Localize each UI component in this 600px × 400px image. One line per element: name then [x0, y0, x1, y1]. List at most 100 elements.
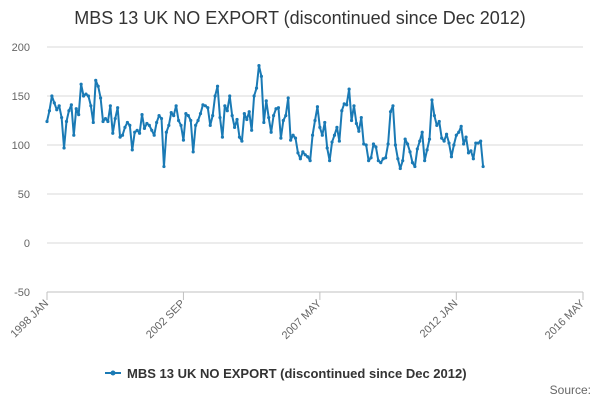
data-point[interactable]: [211, 114, 215, 118]
data-point[interactable]: [167, 123, 171, 127]
data-point[interactable]: [469, 149, 473, 153]
data-point[interactable]: [481, 164, 485, 169]
data-point[interactable]: [308, 159, 312, 163]
data-point[interactable]: [179, 123, 183, 127]
data-point[interactable]: [125, 120, 129, 125]
data-point[interactable]: [286, 96, 290, 100]
data-point[interactable]: [169, 111, 173, 115]
data-point[interactable]: [403, 137, 407, 141]
data-point[interactable]: [116, 106, 120, 110]
data-point[interactable]: [240, 139, 244, 143]
data-point[interactable]: [296, 151, 300, 155]
data-point[interactable]: [376, 159, 380, 163]
data-point[interactable]: [459, 124, 463, 128]
data-point[interactable]: [349, 118, 354, 123]
data-point[interactable]: [279, 136, 283, 140]
data-point[interactable]: [298, 157, 302, 161]
data-point[interactable]: [137, 131, 142, 135]
data-point[interactable]: [155, 120, 159, 125]
data-point[interactable]: [440, 136, 444, 140]
data-point[interactable]: [303, 153, 307, 157]
data-point[interactable]: [184, 112, 188, 116]
data-point[interactable]: [111, 131, 115, 135]
data-point[interactable]: [189, 118, 193, 123]
series-line[interactable]: [46, 64, 485, 170]
data-point[interactable]: [425, 148, 429, 152]
data-point[interactable]: [133, 130, 137, 134]
data-point[interactable]: [215, 84, 220, 88]
data-point[interactable]: [466, 151, 471, 155]
data-point[interactable]: [415, 147, 419, 151]
data-point[interactable]: [245, 117, 249, 122]
data-point[interactable]: [474, 141, 478, 145]
data-point[interactable]: [172, 114, 176, 118]
data-point[interactable]: [313, 118, 317, 123]
data-point[interactable]: [47, 109, 52, 113]
data-point[interactable]: [186, 114, 190, 118]
data-point[interactable]: [476, 141, 480, 145]
data-point[interactable]: [454, 133, 458, 137]
data-point[interactable]: [325, 146, 329, 150]
data-point[interactable]: [247, 110, 251, 114]
data-point[interactable]: [235, 117, 239, 122]
data-point[interactable]: [62, 146, 66, 150]
data-point[interactable]: [408, 150, 412, 154]
data-point[interactable]: [471, 157, 475, 161]
data-point[interactable]: [152, 133, 156, 137]
data-point[interactable]: [140, 113, 144, 117]
data-point[interactable]: [237, 135, 242, 139]
data-point[interactable]: [435, 123, 439, 127]
data-point[interactable]: [55, 108, 59, 112]
data-point[interactable]: [72, 133, 76, 137]
data-point[interactable]: [423, 159, 427, 163]
data-point[interactable]: [342, 102, 346, 106]
data-point[interactable]: [208, 123, 212, 127]
data-point[interactable]: [367, 159, 371, 163]
data-point[interactable]: [57, 104, 61, 108]
data-point[interactable]: [340, 109, 344, 113]
data-point[interactable]: [203, 104, 207, 108]
data-point[interactable]: [130, 148, 134, 152]
data-point[interactable]: [291, 133, 295, 137]
data-point[interactable]: [228, 94, 232, 98]
data-point[interactable]: [213, 94, 217, 98]
data-point[interactable]: [391, 104, 395, 108]
data-point[interactable]: [181, 138, 186, 142]
data-point[interactable]: [432, 114, 436, 118]
data-point[interactable]: [332, 133, 337, 137]
data-point[interactable]: [67, 109, 71, 113]
data-point[interactable]: [364, 143, 368, 147]
data-point[interactable]: [218, 115, 222, 120]
data-point[interactable]: [64, 119, 69, 124]
data-point[interactable]: [128, 123, 132, 127]
data-point[interactable]: [449, 155, 454, 159]
data-point[interactable]: [384, 156, 388, 160]
data-point[interactable]: [106, 119, 110, 124]
data-point[interactable]: [257, 64, 261, 68]
data-point[interactable]: [264, 99, 268, 103]
data-point[interactable]: [252, 94, 256, 98]
data-point[interactable]: [328, 159, 332, 163]
data-point[interactable]: [176, 118, 181, 123]
data-point[interactable]: [142, 126, 147, 130]
data-point[interactable]: [162, 164, 166, 169]
data-point[interactable]: [45, 119, 49, 124]
data-point[interactable]: [310, 133, 315, 137]
data-point[interactable]: [113, 116, 117, 121]
data-point[interactable]: [462, 142, 466, 146]
data-point[interactable]: [430, 98, 434, 102]
data-point[interactable]: [250, 128, 254, 132]
data-point[interactable]: [352, 104, 356, 108]
data-point[interactable]: [457, 130, 461, 134]
data-point[interactable]: [315, 105, 320, 109]
data-point[interactable]: [335, 125, 339, 129]
data-point[interactable]: [289, 138, 293, 142]
data-point[interactable]: [464, 135, 468, 139]
data-point[interactable]: [223, 104, 227, 108]
data-point[interactable]: [269, 130, 273, 134]
data-point[interactable]: [281, 118, 285, 123]
data-point[interactable]: [345, 103, 349, 107]
data-point[interactable]: [410, 161, 415, 165]
data-point[interactable]: [60, 115, 64, 120]
data-point[interactable]: [50, 94, 54, 98]
